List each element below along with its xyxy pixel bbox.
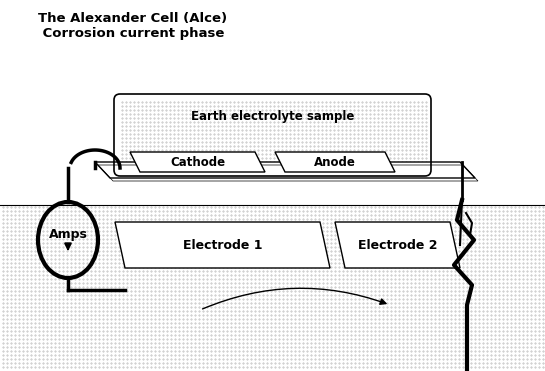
- Text: Earth electrolyte sample: Earth electrolyte sample: [191, 110, 354, 123]
- Polygon shape: [130, 152, 265, 172]
- Text: The Alexander Cell (Alce): The Alexander Cell (Alce): [38, 12, 227, 25]
- Text: Electrode 1: Electrode 1: [183, 239, 262, 252]
- Polygon shape: [95, 162, 475, 178]
- Text: Anode: Anode: [314, 155, 356, 168]
- Text: Electrode 2: Electrode 2: [358, 239, 437, 252]
- Text: Corrosion current phase: Corrosion current phase: [38, 27, 225, 40]
- Text: Amps: Amps: [49, 227, 87, 240]
- Polygon shape: [115, 222, 330, 268]
- Text: Cathode: Cathode: [170, 155, 225, 168]
- Polygon shape: [275, 152, 395, 172]
- Polygon shape: [335, 222, 460, 268]
